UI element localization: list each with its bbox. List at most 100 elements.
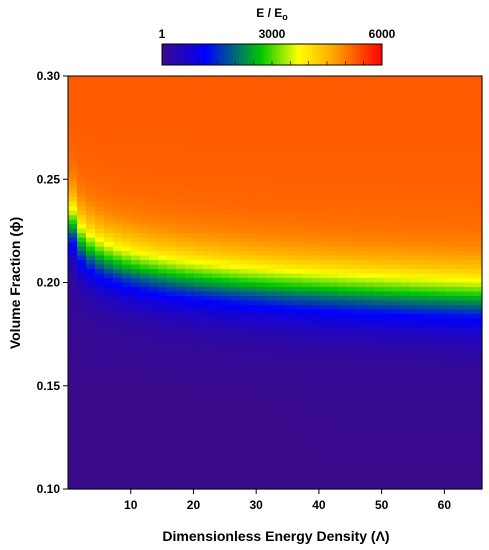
heatmap-cell bbox=[257, 336, 267, 342]
heatmap-cell bbox=[410, 408, 420, 414]
colorbar-title: E / Eo bbox=[256, 6, 288, 22]
heatmap-cell bbox=[320, 76, 330, 82]
heatmap-cell bbox=[266, 385, 276, 391]
heatmap-cell bbox=[446, 273, 456, 279]
heatmap-cell bbox=[419, 143, 429, 149]
heatmap-cell bbox=[347, 426, 357, 432]
heatmap-cell bbox=[68, 363, 78, 369]
heatmap-cell bbox=[374, 120, 384, 126]
heatmap-cell bbox=[230, 354, 240, 360]
heatmap-cell bbox=[437, 435, 447, 441]
heatmap-cell bbox=[68, 421, 78, 427]
heatmap-cell bbox=[473, 210, 483, 216]
heatmap-cell bbox=[338, 102, 348, 109]
heatmap-cell bbox=[167, 327, 177, 333]
heatmap-cell bbox=[131, 372, 141, 378]
heatmap-cell bbox=[383, 457, 393, 463]
heatmap-cell bbox=[77, 313, 87, 320]
heatmap-cell bbox=[176, 89, 186, 95]
heatmap-cell bbox=[149, 462, 159, 468]
heatmap-cell bbox=[473, 242, 483, 248]
heatmap-cell bbox=[410, 273, 420, 279]
heatmap-cell bbox=[311, 251, 321, 257]
heatmap-cell bbox=[302, 174, 312, 180]
heatmap-cell bbox=[203, 421, 213, 427]
heatmap-cell bbox=[464, 165, 474, 171]
heatmap-cell bbox=[311, 462, 321, 468]
heatmap-cell bbox=[68, 102, 78, 109]
heatmap-cell bbox=[149, 98, 159, 104]
heatmap-cell bbox=[437, 246, 447, 252]
heatmap-cell bbox=[68, 80, 78, 86]
heatmap-cell bbox=[212, 426, 222, 432]
heatmap-cell bbox=[437, 295, 447, 302]
heatmap-cell bbox=[473, 93, 483, 100]
heatmap-cell bbox=[122, 183, 132, 189]
heatmap-cell bbox=[455, 304, 465, 311]
heatmap-cell bbox=[140, 390, 150, 396]
heatmap-cell bbox=[329, 98, 339, 104]
heatmap-cell bbox=[356, 421, 366, 427]
heatmap-cell bbox=[419, 444, 429, 450]
heatmap-cell bbox=[401, 399, 411, 405]
heatmap-cell bbox=[194, 403, 204, 409]
heatmap-cell bbox=[149, 399, 159, 405]
heatmap-cell bbox=[347, 313, 357, 320]
heatmap-cell bbox=[392, 188, 402, 194]
heatmap-cell bbox=[473, 439, 483, 445]
heatmap-cell bbox=[149, 430, 159, 436]
heatmap-cell bbox=[365, 89, 375, 95]
heatmap-cell bbox=[77, 192, 87, 198]
heatmap-cell bbox=[104, 304, 114, 311]
heatmap-cell bbox=[392, 336, 402, 342]
heatmap-cell bbox=[356, 255, 366, 261]
heatmap-cell bbox=[176, 394, 186, 400]
heatmap-cell bbox=[473, 269, 483, 275]
heatmap-cell bbox=[284, 417, 294, 423]
heatmap-cell bbox=[95, 403, 105, 409]
heatmap-cell bbox=[455, 417, 465, 423]
heatmap-cell bbox=[383, 331, 393, 337]
heatmap-cell bbox=[437, 408, 447, 414]
heatmap-cell bbox=[428, 448, 438, 454]
heatmap-cell bbox=[230, 278, 240, 284]
heatmap-cell bbox=[140, 295, 150, 302]
heatmap-cell bbox=[410, 466, 420, 472]
heatmap-cell bbox=[374, 224, 384, 230]
x-tick-label: 10 bbox=[124, 498, 138, 512]
heatmap-cell bbox=[455, 107, 465, 113]
heatmap-cell bbox=[338, 219, 348, 225]
heatmap-cell bbox=[374, 394, 384, 400]
heatmap-cell bbox=[203, 201, 213, 207]
heatmap-cell bbox=[149, 331, 159, 337]
heatmap-cell bbox=[149, 120, 159, 126]
heatmap-cell bbox=[68, 376, 78, 382]
heatmap-cell bbox=[383, 215, 393, 221]
heatmap-cell bbox=[203, 363, 213, 369]
heatmap-cell bbox=[410, 102, 420, 109]
heatmap-cell bbox=[320, 466, 330, 472]
heatmap-cell bbox=[311, 381, 321, 387]
heatmap-cell bbox=[446, 300, 456, 306]
heatmap-cell bbox=[311, 426, 321, 432]
heatmap-cell bbox=[239, 435, 249, 441]
heatmap-cell bbox=[131, 201, 141, 207]
heatmap-cell bbox=[185, 251, 195, 257]
heatmap-cell bbox=[86, 340, 96, 346]
heatmap-cell bbox=[95, 309, 105, 315]
x-tick-label: 30 bbox=[250, 498, 264, 512]
heatmap-cell bbox=[158, 475, 168, 481]
heatmap-cell bbox=[455, 255, 465, 261]
heatmap-cell bbox=[455, 197, 465, 203]
heatmap-cell bbox=[113, 412, 123, 418]
heatmap-cell bbox=[410, 394, 420, 400]
heatmap-cell bbox=[140, 480, 150, 486]
heatmap-cell bbox=[392, 439, 402, 445]
heatmap-cell bbox=[194, 313, 204, 320]
heatmap-cell bbox=[185, 340, 195, 346]
heatmap-cell bbox=[185, 322, 195, 328]
heatmap-cell bbox=[347, 179, 357, 185]
heatmap-cell bbox=[320, 480, 330, 486]
heatmap-cell bbox=[95, 111, 105, 117]
heatmap-cell bbox=[473, 246, 483, 252]
